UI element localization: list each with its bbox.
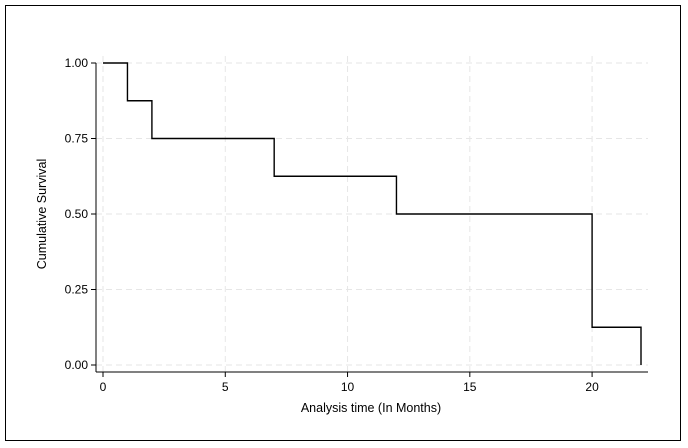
y-tick-label: 1.00 bbox=[65, 56, 89, 70]
x-tick-label: 0 bbox=[100, 380, 107, 394]
series-layer bbox=[103, 62, 642, 365]
figure-frame bbox=[5, 5, 681, 441]
axis-layer: 0.00 0.25 0.50 0.75 1.00 0 5 10 15 20 bbox=[65, 56, 648, 394]
x-tick-label: 15 bbox=[463, 380, 477, 394]
survival-step-line bbox=[103, 62, 642, 365]
y-tick-label: 0.00 bbox=[65, 358, 89, 372]
x-tick-label: 5 bbox=[222, 380, 229, 394]
y-axis-title: Cumulative Survival bbox=[35, 159, 49, 269]
y-tick-label: 0.25 bbox=[65, 283, 89, 297]
x-tick-label: 10 bbox=[341, 380, 355, 394]
x-axis-title: Analysis time (In Months) bbox=[301, 401, 441, 415]
y-tick-label: 0.50 bbox=[65, 207, 89, 221]
y-tick-label: 0.75 bbox=[65, 132, 89, 146]
x-tick-label: 20 bbox=[585, 380, 599, 394]
